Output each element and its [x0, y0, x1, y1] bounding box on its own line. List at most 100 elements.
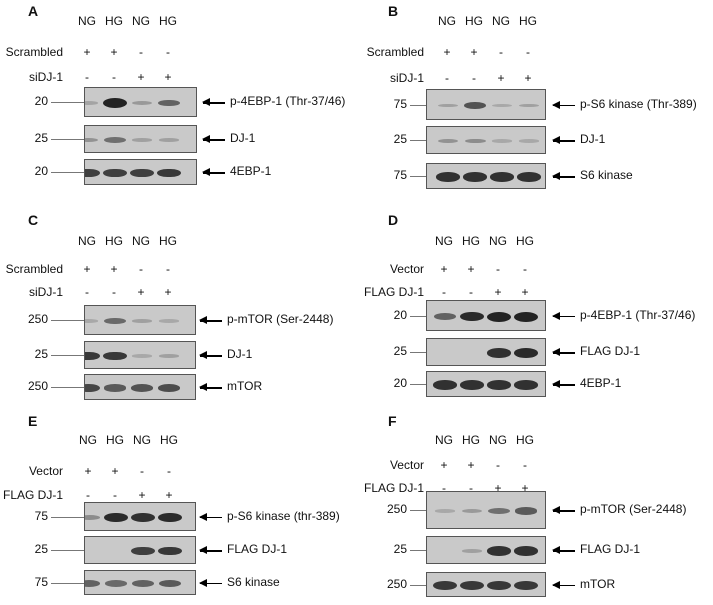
panel-a-treat1-name: Scrambled: [5, 45, 63, 59]
panel-f-label: F: [388, 413, 397, 429]
panel-a-treat1-sign: -: [166, 45, 170, 59]
panel-b-mw-marker: 75: [393, 168, 407, 182]
panel-a-band: [131, 138, 153, 142]
panel-f-treat1-sign: +: [440, 458, 448, 472]
panel-a-target-label: DJ-1: [230, 131, 256, 145]
panel-a-blot-strip: [84, 159, 197, 185]
panel-e-target-label: S6 kinase: [227, 574, 280, 589]
panel-a-blot-strip: [84, 87, 197, 117]
panel-d-marker-tick: [410, 315, 426, 317]
panel-b-lane-header: HG: [519, 14, 537, 28]
panel-b-treat2-name: siDJ-1: [389, 71, 424, 85]
panel-e-target-label: p-S6 kinase (thr-389): [227, 508, 340, 523]
panel-b-marker-tick: [410, 176, 426, 177]
panel-b-treat2-sign: -: [445, 71, 449, 85]
panel-c-lane-header: NG: [132, 234, 150, 248]
panel-f-blot-strip: [426, 491, 546, 529]
panel-e-treat2-sign: -: [113, 488, 117, 502]
panel-e-mw-marker: 75: [34, 508, 48, 523]
panel-a-band: [157, 168, 181, 178]
panel-e-treat1-sign: +: [84, 464, 92, 478]
panel-f-arrow: [552, 581, 575, 588]
panel-c-band: [85, 383, 100, 393]
panel-a-treat2-sign: +: [164, 70, 172, 84]
panel-b-band: [463, 172, 487, 182]
panel-a-treat2-sign: -: [85, 70, 89, 84]
panel-b-marker-tick: [410, 140, 426, 141]
panel-a-band: [85, 168, 100, 178]
panel-e-blot-strip: [84, 536, 196, 564]
panel-a-arrow: [202, 99, 225, 105]
panel-d-treat2-name: FLAG DJ-1: [363, 285, 424, 299]
panel-c-marker-tick: [51, 387, 84, 388]
panel-f-marker-tick: [410, 510, 426, 511]
panel-e-treat2-sign: +: [165, 488, 173, 502]
panel-c-band: [85, 351, 100, 361]
panel-f-target-label: FLAG DJ-1: [580, 542, 641, 556]
panel-c-band: [103, 384, 127, 392]
panel-f-band: [488, 507, 510, 515]
panel-a-band: [131, 100, 153, 106]
panel-a-band: [130, 168, 154, 178]
panel-d-blot-strip: [426, 338, 546, 366]
panel-b-band: [491, 103, 513, 108]
panel-b-treat2-sign: +: [497, 71, 505, 85]
panel-f-mw-marker: 25: [393, 542, 407, 556]
panel-c-mw-marker: 250: [27, 312, 48, 326]
panel-c-treat2-sign: -: [85, 285, 89, 299]
panel-a-band: [85, 101, 99, 105]
panel-c-band: [85, 319, 99, 323]
panel-b-band: [463, 101, 487, 110]
panel-e-marker-tick: [51, 550, 84, 551]
panel-a-arrow: [202, 136, 225, 142]
panel-a-treat1-sign: -: [139, 45, 143, 59]
panel-e-band: [158, 546, 182, 556]
panel-d-blot-strip: [426, 371, 546, 397]
panel-f-band: [514, 546, 538, 556]
panel-c-lane-header: NG: [78, 234, 96, 248]
panel-f-arrow: [552, 507, 575, 513]
panel-a-arrow: [202, 169, 225, 175]
panel-a-label: A: [28, 3, 39, 19]
panel-c-treat2-sign: -: [112, 285, 116, 299]
panel-b-band: [518, 103, 540, 108]
panel-d-mw-marker: 20: [393, 307, 407, 322]
panel-e-arrow: [199, 513, 222, 520]
panel-a-lane-header: HG: [105, 14, 123, 28]
panel-b-band: [491, 139, 513, 143]
panel-f-marker-tick: [410, 550, 426, 551]
panel-f-mw-marker: 250: [386, 502, 407, 516]
panel-c-mw-marker: 25: [34, 347, 48, 361]
panel-b-mw-marker: 75: [393, 96, 407, 111]
panel-a-treat1-sign: +: [83, 45, 91, 59]
panel-e-band: [131, 512, 155, 523]
panel-f-band: [487, 581, 511, 590]
panel-e-arrow: [199, 547, 222, 553]
panel-a-lane-header: NG: [132, 14, 150, 28]
panel-c-band: [103, 351, 127, 361]
panel-f-target-label: mTOR: [580, 576, 616, 591]
panel-d-arrow: [552, 349, 575, 355]
panel-e-lane-header: HG: [160, 433, 178, 447]
panel-e-arrow: [199, 579, 222, 586]
panel-c-band: [131, 354, 153, 358]
panel-d-label: D: [388, 212, 399, 228]
panel-b-label: B: [388, 3, 399, 19]
panel-e-treat2-sign: +: [138, 488, 146, 502]
panel-d-band: [514, 311, 538, 322]
panel-f-treat2-sign: +: [494, 481, 502, 495]
panel-a-marker-tick: [51, 172, 84, 173]
panel-a-lane-header: HG: [159, 14, 177, 28]
panel-f-treat2-sign: -: [469, 481, 473, 495]
panel-d-blot-strip: [426, 300, 546, 331]
panel-a-blot-strip: [84, 125, 197, 153]
panel-c-target-label: DJ-1: [227, 347, 253, 361]
panel-f-treat1-sign: -: [496, 458, 500, 472]
panel-a-mw-marker: 20: [34, 164, 48, 178]
panel-f-lane-header: HG: [516, 433, 534, 447]
panel-d-treat1-sign: -: [496, 262, 500, 276]
panel-b-band: [517, 172, 541, 182]
panel-b-lane-header: NG: [492, 14, 510, 28]
panel-d-marker-tick: [410, 384, 426, 385]
panel-a-band: [157, 99, 181, 107]
